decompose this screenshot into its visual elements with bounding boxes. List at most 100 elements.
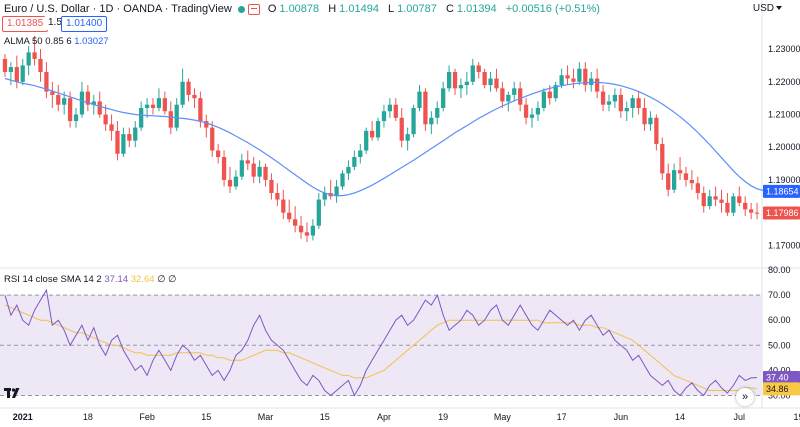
chart-header: Euro / U.S. Dollar · 1D · OANDA · Tradin… [0,0,603,18]
candle-body [127,134,132,141]
candle-body [334,186,339,197]
candle-body [399,117,404,141]
rsi-legend[interactable]: RSI 14 close SMA 14 2 37.14 32.64 ∅ ∅ [4,274,176,285]
remove-indicator-icon[interactable]: ∅ [168,274,177,285]
candle-body [405,134,410,141]
time-tick-label: 15 [201,412,211,422]
candle-body [636,98,641,108]
candle-body [150,104,156,108]
candle-body [512,88,517,95]
rsi-legend-value: 37.14 [104,274,129,285]
candle-body [417,91,422,108]
scroll-to-latest-button[interactable]: » [736,388,754,406]
alma-legend[interactable]: ALMA 50 0.85 6 1.03027 [4,36,109,47]
candle-body [221,157,227,180]
candle-body [287,212,292,220]
candlestick-series [2,35,760,243]
candle-body [748,209,754,213]
rsi-sma-legend-value: 32.64 [130,274,155,285]
ohlc-low: L 1.00787 [388,3,437,15]
rsi-last-value: 37.40 [766,373,789,383]
candle-body [387,104,393,112]
rsi-panel [0,288,762,397]
candle-body [298,225,304,233]
candle-body [73,114,79,122]
candle-body [642,107,647,125]
ohlc-values: O 1.00878 H 1.01494 L 1.00787 C 1.01394 +0.0… [268,3,603,15]
buy-price-button[interactable]: 1.01400 [61,16,108,32]
candle-body [577,68,582,82]
candle-body [322,193,327,200]
candle-body [553,85,558,99]
candle-body [263,166,268,180]
price-tick-label: 1.19000 [768,175,800,185]
candle-body [666,173,671,190]
currency-selector[interactable]: USD [752,3,774,14]
candle-body [731,196,736,213]
candle-body [115,130,120,154]
candle-body [595,78,600,92]
candle-body [8,67,14,72]
candle-body [44,71,49,92]
last-price-value: 1.17986 [766,208,799,218]
candle-body [494,78,499,89]
candle-body [476,65,481,72]
price-tick-label: 1.21000 [768,110,800,120]
price-tick-label: 1.22000 [768,77,800,87]
candle-body [91,101,96,105]
candle-body [245,160,250,164]
candle-body [547,91,552,99]
candle-body [79,91,85,115]
time-tick-label: 15 [320,412,330,422]
candle-body [32,52,37,59]
candle-body [38,58,43,72]
alma-last-value: 1.18654 [766,186,799,196]
candle-body [174,104,179,128]
candle-body [275,193,280,200]
tradingview-logo-icon[interactable] [4,386,22,400]
candle-body [719,199,724,203]
symbol-title[interactable]: Euro / U.S. Dollar · 1D · OANDA · Tradin… [4,3,232,15]
rsi-tick-label: 70.00 [768,290,791,300]
time-tick-label: 17 [557,412,567,422]
ohlc-open: O 1.00878 [267,3,320,15]
rsi-line [4,288,758,397]
candle-body [103,114,108,125]
candle-body [121,134,126,154]
candle-body [85,91,90,105]
candle-body [346,166,351,174]
candle-body [452,71,458,89]
candle-body [293,219,298,226]
candle-body [506,94,511,102]
candle-body [186,81,191,95]
hide-indicator-icon[interactable]: ∅ [157,274,166,285]
candle-body [14,67,19,82]
candle-body [565,75,570,79]
alma-legend-name: ALMA 50 0.85 6 [4,36,72,47]
candle-body [707,196,712,207]
candle-body [464,81,469,86]
candle-body [559,75,564,86]
rsi-axis[interactable]: 30.00 40.00 50.00 60.00 70.00 80.00 [768,265,791,400]
candle-body [227,179,233,187]
chevron-down-icon[interactable] [776,6,782,10]
candle-body [233,176,239,187]
time-tick-label: Jul [734,412,746,422]
candle-body [660,143,665,174]
hide-icon[interactable] [247,3,260,15]
candle-body [683,173,689,180]
candle-body [393,104,398,118]
candle-body [381,111,387,122]
time-axis[interactable]: 2021 18 Feb 15 Mar 15 Apr 19 May 17 Jun 14 Jul 19 [13,412,800,422]
candle-body [144,104,150,108]
time-tick-label: Jun [614,412,629,422]
candle-body [269,179,274,194]
candle-body [304,232,310,236]
candle-body [435,107,440,118]
candle-body [713,196,718,200]
candle-body [482,71,487,86]
sell-price-button[interactable]: 1.01385 [2,16,49,32]
rsi-tick-label: 60.00 [768,315,791,325]
time-tick-label: May [494,412,512,422]
